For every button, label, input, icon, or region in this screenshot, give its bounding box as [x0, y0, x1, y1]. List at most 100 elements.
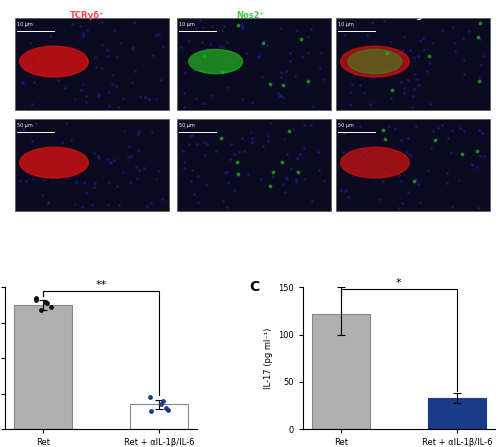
Point [180, 104, 188, 111]
Point [423, 67, 431, 75]
Point [354, 166, 362, 173]
Point [286, 50, 294, 57]
Point [339, 149, 347, 156]
Point [79, 80, 87, 88]
Point [342, 187, 349, 194]
Text: 50 µm: 50 µm [179, 123, 194, 128]
Point [425, 53, 433, 60]
Point [360, 147, 368, 154]
Point [350, 70, 358, 77]
Point [128, 43, 136, 51]
Point [157, 401, 165, 408]
Point [467, 160, 475, 168]
Point [418, 34, 426, 41]
Point [480, 52, 488, 59]
Point [30, 78, 38, 85]
Point [22, 177, 30, 184]
Point [474, 33, 482, 40]
Point [411, 70, 419, 77]
Point [39, 69, 47, 76]
Point [368, 19, 376, 26]
Point [224, 169, 232, 176]
Point [188, 131, 196, 138]
Point [400, 34, 407, 41]
Point [204, 141, 212, 148]
Point [384, 169, 392, 177]
Point [18, 79, 26, 86]
Point [58, 138, 66, 145]
Point [120, 128, 128, 135]
Point [320, 177, 328, 184]
Point [154, 168, 162, 175]
Point [204, 46, 212, 53]
Point [412, 122, 420, 129]
Point [79, 30, 87, 37]
Point [68, 21, 76, 28]
Point [63, 174, 71, 181]
Point [219, 43, 227, 51]
Point [397, 137, 405, 144]
FancyBboxPatch shape [336, 17, 490, 110]
Point [254, 53, 262, 60]
Point [192, 24, 200, 31]
Point [234, 171, 242, 178]
Point [136, 93, 144, 101]
Point [366, 101, 374, 108]
Point [477, 61, 485, 68]
Point [346, 102, 354, 109]
Point [297, 35, 305, 42]
Point [284, 128, 292, 135]
Point [340, 32, 348, 39]
Point [465, 28, 473, 35]
Point [472, 148, 480, 155]
Point [264, 138, 272, 145]
Point [77, 87, 85, 94]
Point [78, 203, 86, 210]
Point [162, 404, 170, 411]
Point [105, 102, 113, 110]
Point [180, 123, 188, 131]
Point [380, 169, 388, 176]
Point [114, 104, 122, 111]
Point [90, 184, 98, 191]
Point [36, 307, 44, 314]
Point [83, 27, 91, 34]
Point [386, 38, 394, 46]
Point [383, 49, 391, 56]
Point [447, 149, 455, 156]
Point [62, 119, 70, 127]
Point [475, 127, 483, 134]
Point [95, 90, 103, 97]
Point [355, 60, 363, 67]
Point [396, 51, 404, 58]
Point [262, 42, 270, 49]
FancyBboxPatch shape [15, 119, 169, 211]
Point [292, 73, 300, 80]
Point [212, 148, 220, 155]
Point [300, 121, 308, 128]
Point [144, 202, 152, 209]
Point [33, 55, 41, 62]
Point [248, 134, 256, 141]
Point [394, 171, 402, 178]
Point [91, 179, 99, 186]
Point [152, 31, 160, 38]
Point [276, 92, 284, 99]
Point [140, 164, 147, 172]
Point [349, 172, 357, 179]
Point [390, 125, 398, 132]
Point [340, 130, 347, 137]
Text: Merge: Merge [398, 11, 428, 20]
Point [257, 176, 265, 183]
Point [404, 188, 412, 195]
Point [348, 24, 356, 31]
Point [134, 146, 142, 153]
Point [198, 38, 205, 45]
Point [318, 49, 326, 56]
Point [406, 46, 414, 54]
Point [410, 53, 418, 60]
Point [258, 74, 266, 81]
Text: C: C [249, 280, 260, 294]
Point [98, 65, 106, 72]
Point [230, 186, 238, 193]
